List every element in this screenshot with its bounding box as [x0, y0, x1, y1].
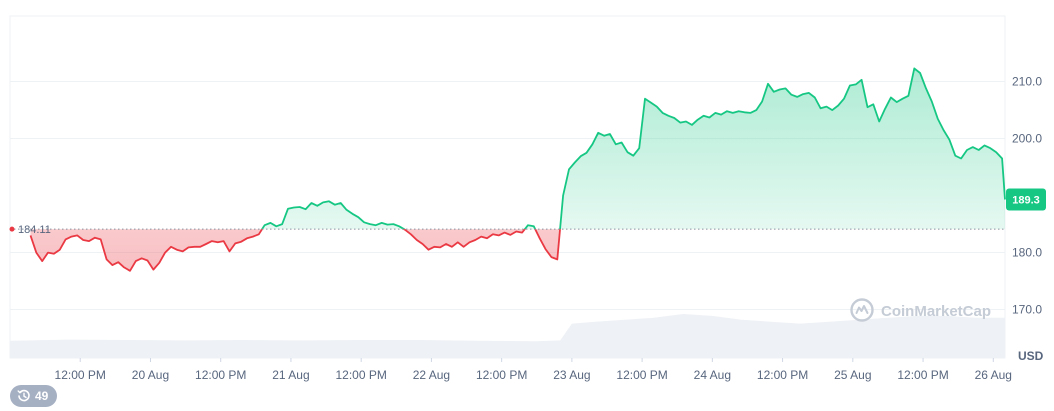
x-tick-label: 12:00 PM — [195, 368, 246, 382]
x-tick-label: 26 Aug — [975, 368, 1012, 382]
volume-area — [10, 314, 1005, 358]
volume-silhouette — [10, 314, 1005, 358]
current-price-label: 189.3 — [1012, 195, 1040, 207]
x-tick-label: 23 Aug — [553, 368, 590, 382]
price-area-above-baseline — [30, 68, 1005, 230]
x-tick-label: 12:00 PM — [757, 368, 808, 382]
y-tick-label: 170.0 — [1012, 303, 1042, 317]
history-icon — [17, 389, 30, 402]
coinmarketcap-logo-icon — [850, 298, 874, 322]
baseline-marker — [9, 226, 15, 232]
x-tick-label: 12:00 PM — [616, 368, 667, 382]
x-tick-label: 12:00 PM — [476, 368, 527, 382]
x-tick-label: 12:00 PM — [55, 368, 106, 382]
watermark: CoinMarketCap — [850, 298, 991, 322]
y-tick-label: 180.0 — [1012, 246, 1042, 260]
price-line-below-baseline — [29, 229, 561, 272]
x-tick-label: 12:00 PM — [335, 368, 386, 382]
baseline-label: 184.11 — [18, 224, 51, 236]
x-axis: 12:00 PM 20 Aug 12:00 PM 21 Aug 12:00 PM 22 A… — [55, 358, 1012, 382]
x-tick-label: 22 Aug — [413, 368, 450, 382]
current-price-box — [1006, 188, 1046, 211]
price-line-above-baseline — [261, 67, 1006, 230]
y-axis-unit: USD — [1018, 349, 1044, 363]
price-area-below-baseline — [30, 229, 561, 271]
watermark-text: CoinMarketCap — [881, 303, 991, 320]
y-tick-label: 200.0 — [1012, 132, 1042, 146]
y-tick-label: 210.0 — [1012, 75, 1042, 89]
x-tick-label: 20 Aug — [132, 368, 169, 382]
x-tick-label: 12:00 PM — [897, 368, 948, 382]
x-tick-label: 24 Aug — [694, 368, 731, 382]
history-count: 49 — [35, 389, 49, 403]
x-tick-label: 21 Aug — [272, 368, 309, 382]
y-axis: 170.0 180.0 200.0 210.0 — [1012, 75, 1042, 317]
history-badge[interactable]: 49 — [10, 385, 58, 407]
x-tick-label: 25 Aug — [834, 368, 871, 382]
